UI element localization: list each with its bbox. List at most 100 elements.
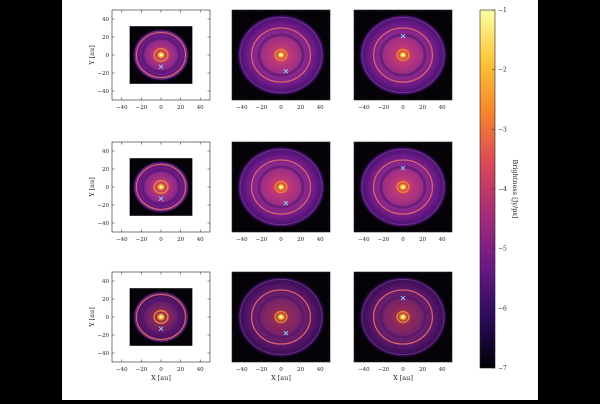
x-tick-label: 0 <box>159 105 163 111</box>
core-ring <box>156 51 166 59</box>
y-tick-label: 20 <box>102 167 109 173</box>
x-tick-label: −40 <box>236 367 248 373</box>
x-tick-label: −40 <box>358 237 370 243</box>
star-core <box>159 185 163 189</box>
planet-marker <box>158 196 164 202</box>
x-tick-label: 40 <box>439 105 446 111</box>
star-core <box>401 53 405 57</box>
y-tick-label: 20 <box>102 297 109 303</box>
star-core <box>401 315 405 319</box>
image-content <box>237 15 325 95</box>
y-tick-label: 40 <box>102 279 109 285</box>
disk-edge <box>361 16 445 94</box>
ring-0 <box>274 180 288 194</box>
core-ring <box>398 51 408 59</box>
disk-edge <box>239 16 323 94</box>
y-tick-label: −40 <box>97 351 109 357</box>
x-tick-label: 0 <box>279 237 283 243</box>
x-tick-label: 20 <box>419 237 426 243</box>
x-tick-label: 0 <box>401 105 405 111</box>
planet-marker <box>283 200 289 206</box>
star-core <box>279 315 283 319</box>
star-core <box>159 53 163 57</box>
core-ring <box>276 51 286 59</box>
disk-edge <box>361 278 445 356</box>
planet-marker <box>158 64 164 70</box>
core-ring <box>156 183 166 191</box>
x-tick-label: 40 <box>197 237 204 243</box>
planet-marker <box>283 68 289 74</box>
y-axis-label: Y [au] <box>88 307 96 328</box>
x-tick-label: 20 <box>419 105 426 111</box>
image-content <box>359 15 447 95</box>
image-content <box>133 291 189 343</box>
x-tick-label: −40 <box>236 237 248 243</box>
ring-1 <box>250 159 312 215</box>
y-tick-label: −20 <box>97 203 109 209</box>
y-tick-label: 0 <box>106 185 110 191</box>
gap <box>379 295 427 339</box>
ring-0 <box>274 310 288 324</box>
panel-0-2: −40 −20 0 20 40 <box>353 9 453 111</box>
core-ring <box>276 313 286 321</box>
gap <box>257 33 305 77</box>
x-tick-label: −40 <box>116 105 128 111</box>
y-tick-label: −40 <box>97 221 109 227</box>
panel-2-0: −40 −20 0 20 40 40 20 0 −20 −40 Y [au] X [au] <box>88 271 211 382</box>
x-tick-label: 40 <box>197 367 204 373</box>
x-tick-label: −20 <box>378 367 390 373</box>
panel-1-0: −40 −20 0 20 40 40 20 0 −20 −40 Y [au] <box>88 141 211 243</box>
y-tick-label: 20 <box>102 35 109 41</box>
star-core <box>279 53 283 57</box>
x-tick-label: 20 <box>297 105 304 111</box>
image-content <box>359 147 447 227</box>
image-content <box>133 161 189 213</box>
y-tick-label: −20 <box>97 71 109 77</box>
x-tick-label: −20 <box>256 105 268 111</box>
panel-0-0: −40 −20 0 20 40 40 20 0 −20 −40 Y [au] <box>88 9 211 111</box>
x-tick-label: −40 <box>358 367 370 373</box>
y-tick-label: −40 <box>97 89 109 95</box>
panel-2-2: −40 −20 0 20 40 X [au] <box>353 271 453 382</box>
ring-1 <box>135 31 187 79</box>
panel-0-1: −40 −20 0 20 40 <box>231 9 331 111</box>
x-tick-label: −20 <box>136 105 148 111</box>
x-tick-label: 40 <box>439 367 446 373</box>
gap <box>379 165 427 209</box>
planet-marker <box>158 326 164 332</box>
y-tick-label: 40 <box>102 149 109 155</box>
colorbar-tick-label: −4 <box>498 186 507 193</box>
x-axis-label: X [au] <box>393 374 413 382</box>
planet-marker <box>400 33 406 39</box>
x-tick-label: 0 <box>401 237 405 243</box>
image-content <box>359 277 447 357</box>
ring-0 <box>153 309 169 325</box>
x-tick-label: 20 <box>177 105 184 111</box>
y-tick-label: 0 <box>106 53 110 59</box>
x-tick-label: −40 <box>116 367 128 373</box>
y-tick-label: −20 <box>97 333 109 339</box>
core-ring <box>398 313 408 321</box>
x-axis-label: X [au] <box>271 374 291 382</box>
ring-1 <box>372 27 434 83</box>
ring-0 <box>396 310 410 324</box>
gap <box>257 295 305 339</box>
x-tick-label: −20 <box>256 237 268 243</box>
y-tick-label: 0 <box>106 315 110 321</box>
core-ring <box>156 313 166 321</box>
colorbar-tick-label: −2 <box>498 67 507 74</box>
disk-edge <box>239 148 323 226</box>
ring-0 <box>396 48 410 62</box>
ring-1 <box>135 163 187 211</box>
image-content <box>237 277 325 357</box>
x-tick-label: 20 <box>177 237 184 243</box>
colorbar-tick-label: −5 <box>498 246 507 253</box>
image-content <box>237 147 325 227</box>
gap <box>379 33 427 77</box>
x-tick-label: 0 <box>401 367 405 373</box>
disk-edge <box>134 292 188 342</box>
core-ring <box>276 183 286 191</box>
x-tick-label: −20 <box>136 367 148 373</box>
